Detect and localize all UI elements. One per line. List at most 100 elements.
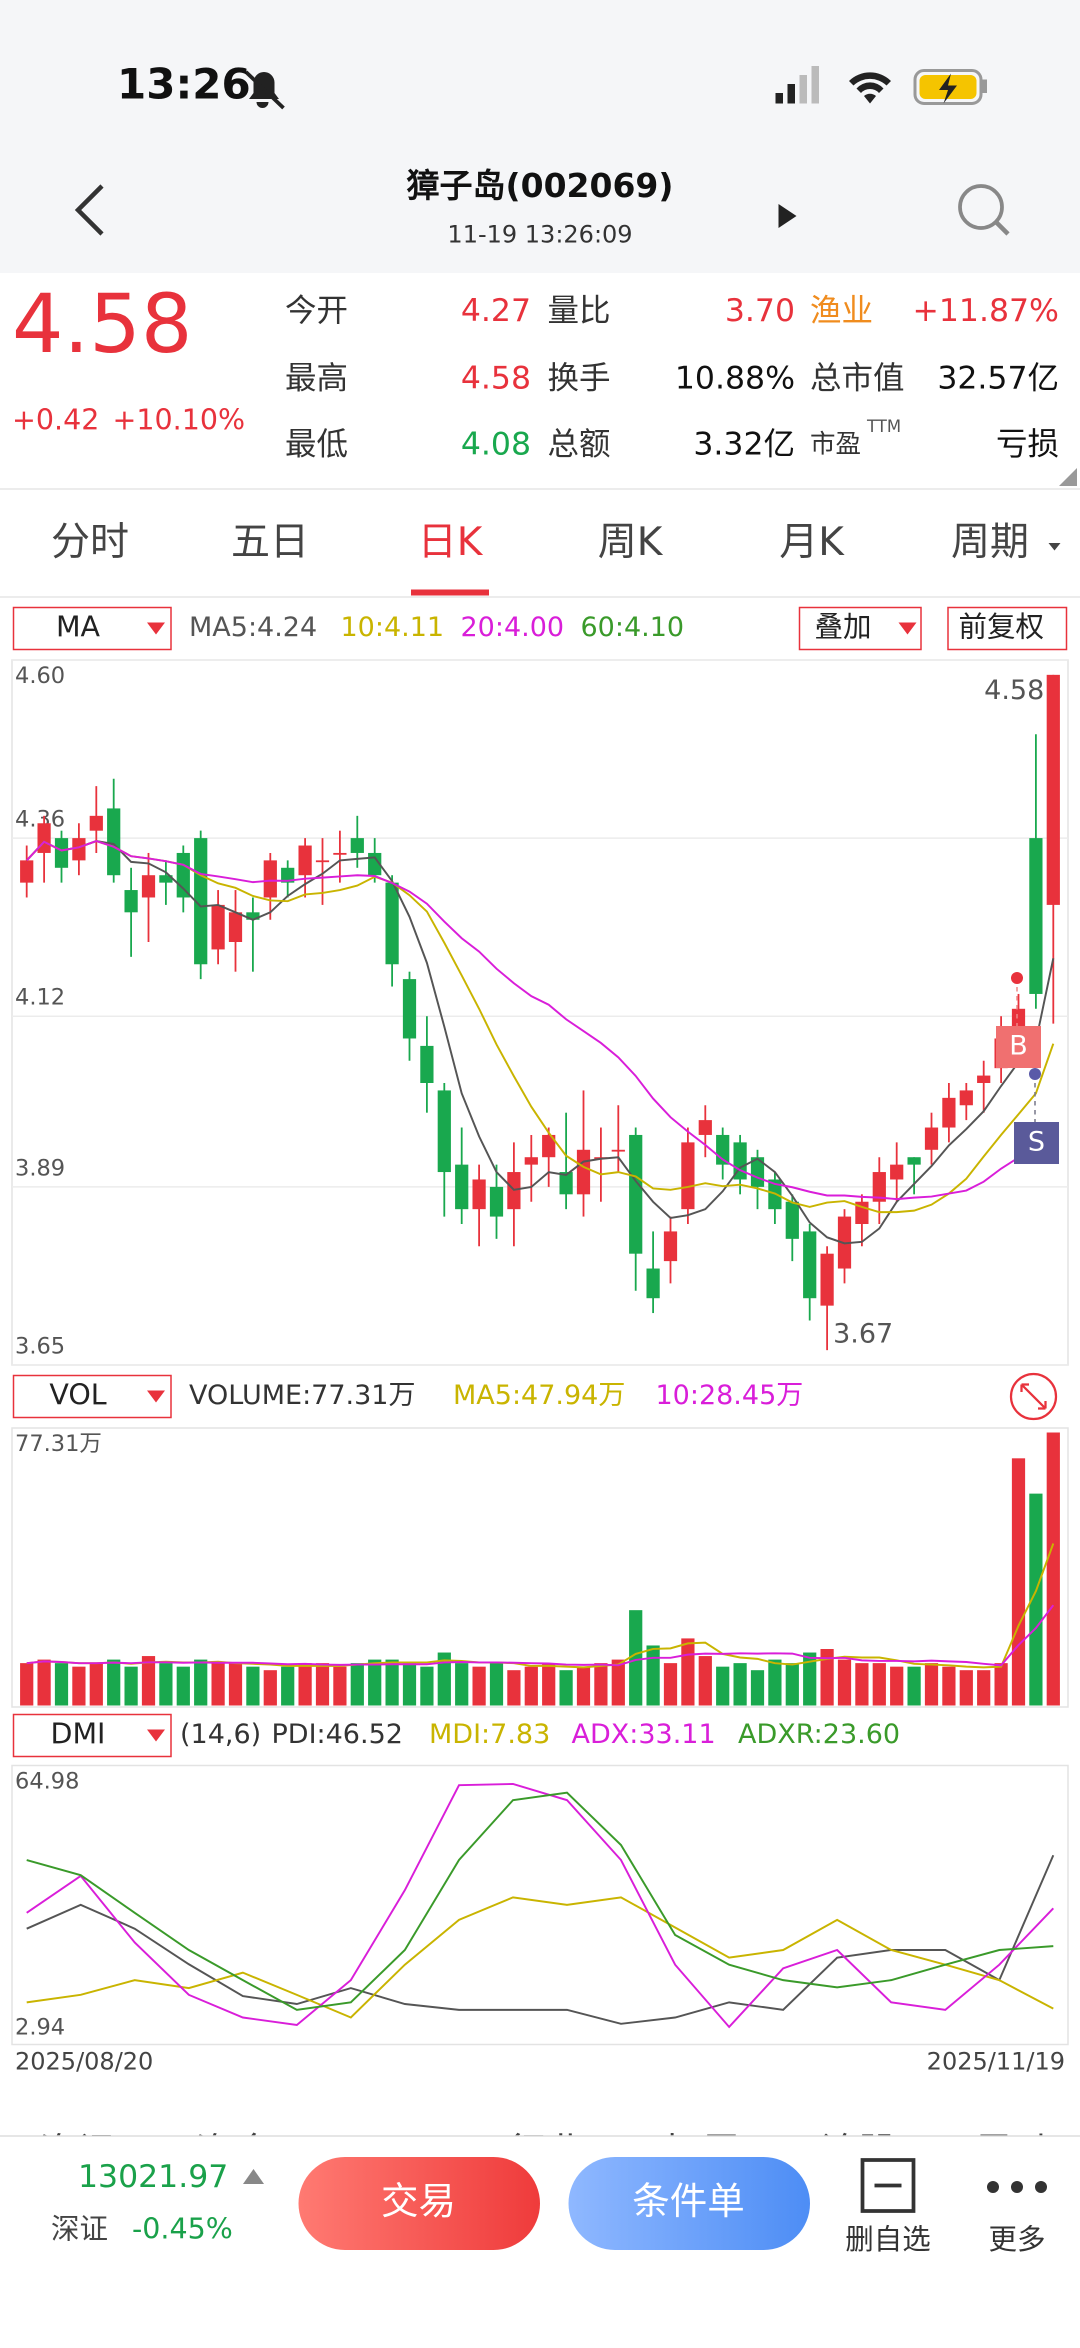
volume-bar [646,1645,660,1706]
indicator-selector-label: MA [56,611,101,644]
volume-bar [72,1666,86,1706]
candle-body [629,1134,643,1254]
tab[interactable]: 周期 [951,520,1029,565]
overlay-button[interactable] [947,606,1068,651]
trade-mark: S [1028,1127,1045,1158]
low-mark: 3.67 [833,1319,893,1350]
tab[interactable]: 日K [418,520,484,565]
volume-bar [820,1649,834,1706]
candle-body [524,1157,538,1165]
ma10-line [25,840,1055,1214]
volume-bar [124,1666,138,1706]
y-tick-label: 3.65 [15,1334,65,1360]
volume-bar [20,1663,34,1706]
vol-ma10-line [26,1604,1055,1667]
candle-body [37,823,51,853]
volume-bar [542,1663,556,1706]
indicator-selector[interactable] [12,1713,172,1758]
zoom-icon[interactable] [1009,1372,1058,1421]
back-button[interactable] [74,184,104,236]
volume-bar [211,1663,225,1706]
tab[interactable]: 五日 [231,520,309,565]
volume-bar [402,1663,417,1706]
candle-body [977,1075,991,1084]
more-icon[interactable] [987,2181,1047,2194]
volume-bar [298,1663,312,1706]
candle-body [803,1231,817,1299]
condition-button-label: 条件单 [632,2179,745,2223]
indicator-value: (14,6) [180,1719,261,1750]
volume-bar [663,1663,678,1706]
volume-bar [281,1666,295,1706]
corner-mark [1059,468,1077,487]
tab[interactable]: 月K [779,520,845,565]
trade-button[interactable] [298,2157,541,2251]
indicator-selector[interactable] [12,606,172,651]
volume-bar [368,1659,382,1706]
search-button[interactable] [958,184,1010,236]
quote-label: 量比 [548,293,611,329]
quote-label: 最高 [285,361,348,397]
quote-value: 10.88% [675,361,795,397]
candle-body [159,875,173,883]
overlay-button[interactable] [798,606,922,651]
volume-bar [907,1666,921,1706]
candle-body [437,1090,451,1173]
status-time: 13:26 [117,60,251,109]
volume-bar [455,1663,469,1706]
tab[interactable]: 分时 [51,520,129,565]
volume-bar [803,1652,817,1706]
indicator-selector-label: DMI [51,1718,106,1751]
candle-body [333,852,347,855]
volume-bar [263,1670,277,1706]
index-change: -0.45% [132,2213,233,2246]
index-value: 13021.97 [78,2159,228,2195]
volume-bar [576,1666,591,1706]
volume-bar [855,1663,869,1706]
volume-bar [472,1666,486,1706]
candle-body [385,882,399,965]
candle-body [89,815,103,831]
candle-body [890,1164,904,1180]
price-change: +0.42 [12,404,99,437]
volume-bar [594,1663,608,1706]
high-mark: 4.58 [984,675,1044,706]
volume-bar [437,1652,451,1706]
candle-body [872,1172,886,1202]
candle-body [1046,674,1060,905]
quote-label: 渔业 [810,293,873,329]
candle-body [246,912,260,920]
condition-button[interactable] [568,2157,811,2251]
candle-body [263,860,277,898]
volume-bar [750,1670,765,1706]
volume-bar [107,1659,121,1706]
dmi-line [26,1791,1054,2011]
remove-watch-icon[interactable] [860,2158,916,2213]
header-bg [0,0,1080,274]
trade-button-label: 交易 [381,2179,456,2223]
volume-bar [385,1659,399,1706]
candle-body [124,890,138,913]
quote-time: 11-19 13:26:09 [447,221,632,249]
status-icons [244,66,987,110]
quote-value: 32.57亿 [937,361,1059,397]
index-name: 深证 [51,2213,108,2246]
dropdown-arrow [147,622,165,635]
ma5-line [25,840,1055,1245]
next-button[interactable] [778,204,797,229]
quote-label: 总额 [548,427,611,463]
indicator-selector-label: VOL [49,1379,106,1412]
tab[interactable]: 周K [598,520,664,565]
candle-body [472,1179,486,1210]
volume-panel [11,1427,1069,1708]
quote-label: 总市值 [810,361,905,397]
indicator-selector[interactable] [12,1374,172,1419]
trade-mark-bg [1014,1122,1059,1165]
candle-body [733,1142,747,1180]
candle-body [54,838,69,868]
candle-body [20,860,34,883]
candle-body [107,808,121,876]
candle-body [820,1253,834,1306]
indicator-value: VOLUME:77.31万 [189,1380,415,1411]
quote-label: 市盈 [810,430,861,460]
